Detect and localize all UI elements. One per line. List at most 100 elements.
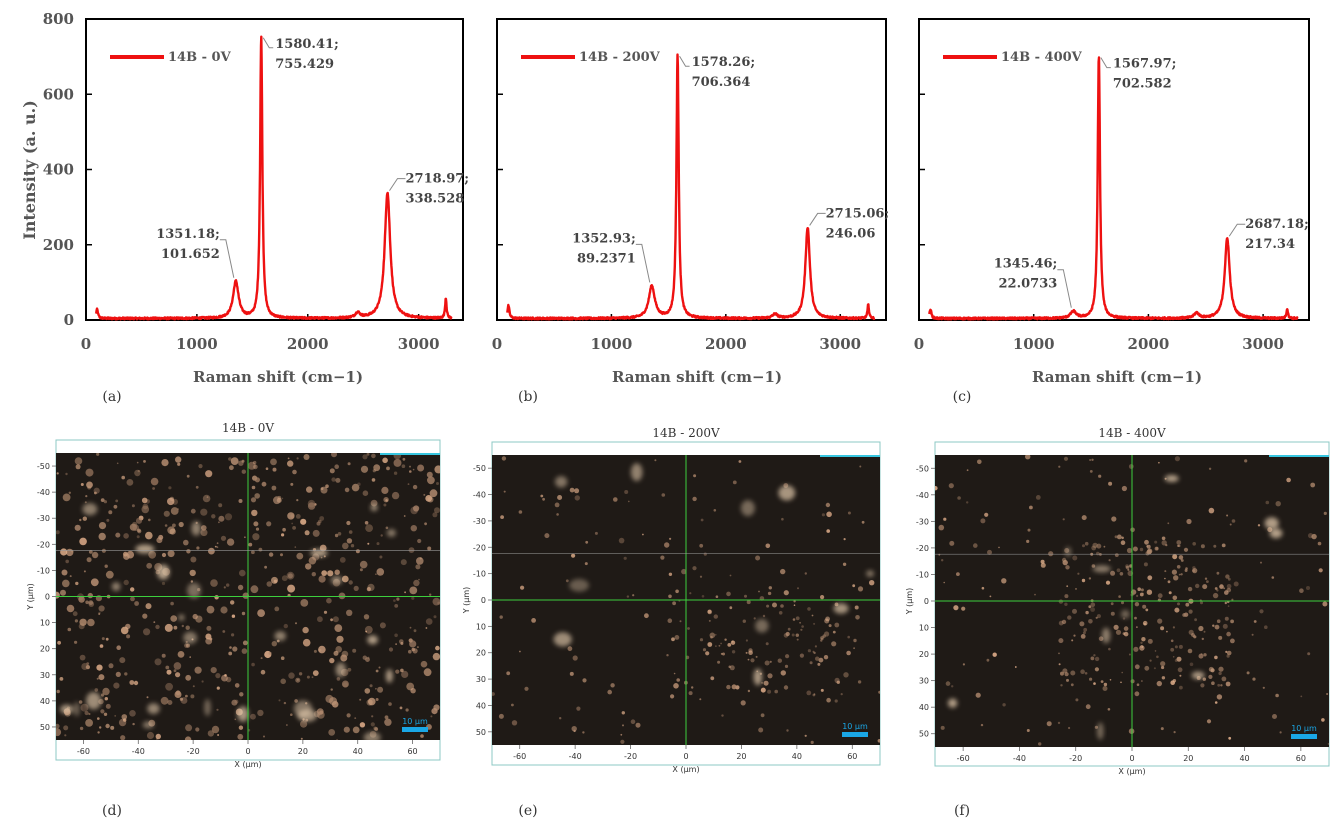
speckle: [291, 522, 294, 525]
speckle: [1081, 578, 1086, 583]
speckle: [1116, 568, 1121, 573]
speckle: [431, 708, 438, 715]
speckle: [699, 638, 704, 642]
speckle: [1139, 547, 1144, 552]
speckle: [635, 722, 641, 728]
speckle: [94, 491, 97, 495]
speckle: [409, 470, 412, 473]
speckle: [423, 493, 426, 496]
annotation-leader: [679, 55, 690, 67]
speckle: [413, 505, 420, 512]
speckle: [569, 671, 574, 676]
speckle: [772, 602, 777, 608]
speckle: [268, 552, 274, 557]
speckle: [130, 587, 135, 592]
bright-spot: [191, 521, 201, 536]
y-tick-label: 40: [476, 701, 486, 710]
speckle: [121, 475, 125, 480]
speckle: [1208, 507, 1215, 514]
speckle: [1154, 540, 1158, 544]
speckle: [242, 592, 249, 599]
speckle: [1174, 456, 1180, 462]
speckle: [359, 568, 363, 572]
speckle: [401, 670, 409, 679]
speckle: [1058, 465, 1061, 468]
speckle: [91, 551, 99, 559]
speckle: [1077, 572, 1080, 575]
x-tick-label: 0: [914, 335, 924, 353]
annotation-label: 2718.97;: [405, 172, 469, 187]
speckle: [1216, 571, 1220, 575]
speckle: [292, 469, 297, 475]
speckle: [1300, 695, 1303, 698]
speckle: [113, 682, 120, 689]
speckle: [359, 560, 368, 569]
speckle: [828, 624, 832, 628]
speckle: [241, 611, 246, 616]
speckle: [1046, 721, 1052, 727]
speckle: [524, 686, 529, 691]
speckle: [820, 595, 825, 600]
speckle: [399, 706, 403, 710]
speckle: [134, 469, 141, 477]
speckle: [357, 482, 361, 487]
speckle: [394, 604, 399, 608]
speckle: [826, 511, 832, 518]
speckle: [1198, 653, 1204, 659]
speckle: [325, 694, 334, 703]
speckle: [707, 642, 713, 647]
speckle: [429, 489, 438, 498]
speckle: [1140, 588, 1144, 592]
speckle: [174, 691, 182, 698]
y-tick-label: -10: [473, 570, 486, 579]
annotation-label: 1578.26;: [692, 55, 756, 70]
speckle: [87, 485, 92, 490]
speckle: [688, 691, 693, 696]
speckle: [78, 596, 85, 603]
speckle: [1178, 573, 1181, 576]
speckle: [210, 579, 218, 587]
speckle: [721, 714, 724, 717]
speckle: [1176, 656, 1182, 662]
raman-panel-1: 0 1000 2000 3000 Raman shift (cm−1) (b) 14B - …: [492, 18, 889, 405]
speckle: [281, 497, 284, 500]
speckle: [351, 483, 360, 492]
speckle: [699, 543, 704, 548]
speckle: [167, 700, 173, 705]
speckle: [632, 594, 635, 597]
speckle: [780, 568, 786, 575]
speckle: [1060, 671, 1064, 676]
speckle: [266, 521, 272, 527]
speckle: [1091, 564, 1096, 568]
speckle: [791, 633, 795, 637]
bright-spot: [183, 631, 198, 644]
speckle: [1306, 586, 1310, 590]
speckle: [327, 570, 334, 577]
annotation-label: 89.2371: [577, 251, 636, 266]
speckle: [184, 643, 189, 648]
bright-spot: [1269, 528, 1283, 539]
speckle: [278, 699, 281, 702]
speckle: [1178, 544, 1181, 548]
annotation-leader: [1057, 269, 1072, 308]
bright-spot: [569, 579, 589, 592]
speckle: [1145, 608, 1149, 612]
speckle: [797, 587, 799, 590]
speckle: [804, 734, 807, 737]
speckle: [229, 465, 234, 471]
speckle: [388, 702, 392, 706]
speckle: [1064, 602, 1068, 606]
speckle: [1090, 602, 1096, 608]
speckle: [290, 514, 295, 519]
speckle: [1134, 664, 1140, 670]
speckle: [88, 712, 91, 716]
annotation-label: 702.582: [1113, 77, 1172, 92]
speckle: [1064, 672, 1069, 677]
speckle: [234, 683, 240, 688]
speckle: [503, 490, 506, 493]
speckle: [221, 674, 228, 682]
speckle: [1082, 544, 1085, 548]
annotation-leader: [635, 243, 651, 283]
speckle: [1113, 624, 1119, 630]
speckle: [409, 626, 412, 629]
